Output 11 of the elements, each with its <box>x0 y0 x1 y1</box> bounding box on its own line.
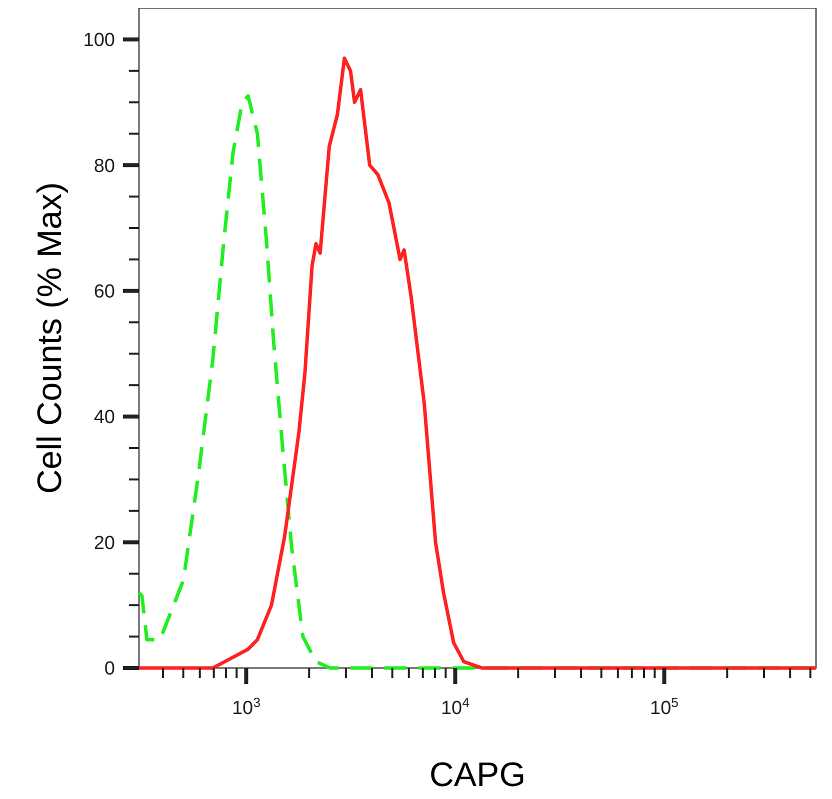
y-tick-label: 20 <box>94 532 115 554</box>
y-tick-label: 40 <box>94 407 115 428</box>
x-tick-label: 10$^{5}$ <box>650 694 679 719</box>
y-tick-label: 80 <box>94 156 115 177</box>
y-tick-label: 100 <box>83 30 115 52</box>
x-tick-label: 10$^{4}$ <box>440 694 470 719</box>
y-tick-label: 60 <box>94 282 115 303</box>
x-axis-title: CAPG <box>429 756 526 794</box>
y-tick-label: 0 <box>104 658 115 680</box>
x-tick-label: 10$^{3}$ <box>232 694 260 719</box>
y-axis-title: Cell Counts (% Max) <box>31 182 69 494</box>
